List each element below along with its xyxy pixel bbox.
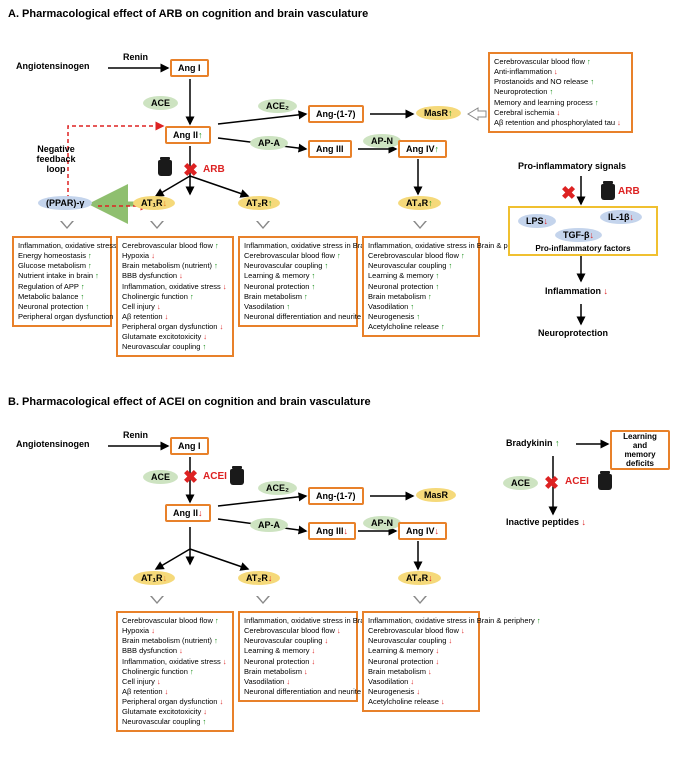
il1b-node: IL-1β↓ bbox=[600, 210, 642, 224]
proinflam-factors-label: Pro-inflammatory factors bbox=[510, 244, 656, 253]
hollow-arrow-icon bbox=[413, 596, 427, 608]
effects-at1r-b: Cerebrovascular blood flow ↑Hypoxia ↓Bra… bbox=[116, 611, 234, 732]
inflammation-label: Inflammation ↓ bbox=[545, 286, 608, 296]
ang2-box-b: Ang II↓ bbox=[165, 504, 211, 522]
proinflam-signals-label: Pro-inflammatory signals bbox=[518, 161, 626, 171]
angiotensinogen-label-b: Angiotensinogen bbox=[16, 439, 90, 449]
arb-label: ARB bbox=[203, 164, 225, 175]
section-a-title: A. Pharmacological effect of ARB on cogn… bbox=[8, 8, 677, 20]
hollow-arrow-icon bbox=[256, 221, 270, 233]
pill-icon bbox=[598, 474, 612, 490]
masr-node: MasR↑ bbox=[416, 106, 461, 120]
arb-label-2: ARB bbox=[618, 186, 640, 197]
at4r-node-b: AT₄R↓ bbox=[398, 571, 441, 585]
learning-memory-deficits-box: Learning and memory deficits bbox=[610, 430, 670, 470]
ang17-box-b: Ang-(1-7) bbox=[308, 487, 364, 505]
hollow-arrow-icon bbox=[60, 221, 74, 233]
ppar-node: (PPAR)-γ bbox=[38, 196, 92, 210]
at2r-node-b: AT₂R↓ bbox=[238, 571, 280, 585]
block-x-icon: ✖ bbox=[561, 184, 576, 202]
ang3-box-b: Ang III↓ bbox=[308, 522, 356, 540]
effects-at2r-b: Inflammation, oxidative stress in Brain … bbox=[238, 611, 358, 702]
at4r-node: AT₄R↑ bbox=[398, 196, 441, 210]
hollow-arrow-icon bbox=[256, 596, 270, 608]
apa-node: AP-A bbox=[250, 136, 288, 150]
apn-node-b: AP-N bbox=[363, 516, 401, 530]
effects-at2r: Inflammation, oxidative stress in Brain … bbox=[238, 236, 358, 327]
ace2-node-b: ACE₂ bbox=[258, 481, 297, 495]
renin-label: Renin bbox=[123, 52, 148, 62]
neuroprotection-label: Neuroprotection bbox=[538, 328, 608, 338]
effects-at4r: Inflammation, oxidative stress in Brain … bbox=[362, 236, 480, 337]
arrows-b bbox=[8, 414, 677, 764]
hollow-arrow-icon bbox=[413, 221, 427, 233]
apn-node: AP-N bbox=[363, 134, 401, 148]
effects-at4r-b: Inflammation, oxidative stress in Brain … bbox=[362, 611, 480, 712]
ang3-box: Ang III bbox=[308, 140, 352, 158]
diagram-b: Angiotensinogen Renin Ang I ACE ✖ ACEI A… bbox=[8, 414, 677, 764]
ang2-box: Ang II↑ bbox=[165, 126, 211, 144]
lps-node: LPS↓ bbox=[518, 214, 556, 228]
ang17-box: Ang-(1-7) bbox=[308, 105, 364, 123]
at1r-node: AT₁R↓ bbox=[133, 196, 175, 210]
apa-node-b: AP-A bbox=[250, 518, 288, 532]
ace-node-b2: ACE bbox=[503, 476, 538, 490]
ace2-node: ACE₂ bbox=[258, 99, 297, 113]
pill-icon bbox=[601, 184, 615, 200]
block-x-icon: ✖ bbox=[183, 468, 198, 486]
ang4-box-b: Ang IV↓ bbox=[398, 522, 447, 540]
acei-label: ACEI bbox=[203, 471, 227, 482]
at1r-node-b: AT₁R↓ bbox=[133, 571, 175, 585]
ang1-box: Ang I bbox=[170, 59, 209, 77]
effects-ppar: Inflammation, oxidative stress in Brain … bbox=[12, 236, 112, 327]
hollow-arrow-icon bbox=[150, 221, 164, 233]
ace-node-b: ACE bbox=[143, 470, 178, 484]
block-x-icon: ✖ bbox=[544, 474, 559, 492]
block-x-icon: ✖ bbox=[183, 161, 198, 179]
proinflam-factors-box: LPS↓ IL-1β↓ TGF-β↓ Pro-inflammatory fact… bbox=[508, 206, 658, 256]
ace-node: ACE bbox=[143, 96, 178, 110]
masr-node-b: MasR bbox=[416, 488, 456, 502]
pill-icon bbox=[158, 160, 172, 176]
tgfb-node: TGF-β↓ bbox=[555, 228, 602, 242]
ang4-box: Ang IV↑ bbox=[398, 140, 447, 158]
at2r-node: AT₂R↑ bbox=[238, 196, 280, 210]
inactive-peptides-label: Inactive peptides ↓ bbox=[506, 517, 586, 527]
angiotensinogen-label: Angiotensinogen bbox=[16, 61, 90, 71]
renin-label-b: Renin bbox=[123, 430, 148, 440]
pill-icon bbox=[230, 469, 244, 485]
hollow-arrow-icon bbox=[150, 596, 164, 608]
diagram-a: Angiotensinogen Renin Ang I ACE ACE₂ Ang… bbox=[8, 26, 677, 396]
ang1-box-b: Ang I bbox=[170, 437, 209, 455]
negative-feedback-label: Negative feedback loop bbox=[26, 144, 86, 174]
section-b-title: B. Pharmacological effect of ACEI on cog… bbox=[8, 396, 677, 408]
effects-masr: Cerebrovascular blood flow ↑Anti-inflamm… bbox=[488, 52, 633, 133]
effects-at1r: Cerebrovascular blood flow ↑Hypoxia ↓Bra… bbox=[116, 236, 234, 357]
acei-label-2: ACEI bbox=[565, 476, 589, 487]
bradykinin-label: Bradykinin ↑ bbox=[506, 438, 560, 448]
